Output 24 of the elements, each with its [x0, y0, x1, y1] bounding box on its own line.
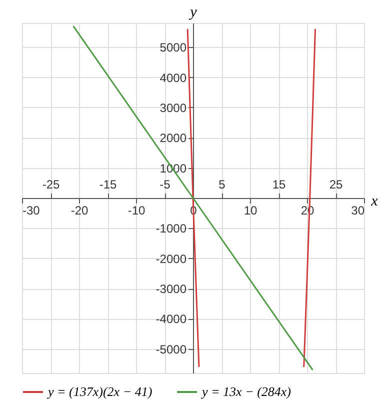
x2-tick-label: 15 — [272, 178, 286, 192]
x2-tick-label: -15 — [99, 178, 117, 192]
y-tick-label: -2000 — [156, 252, 187, 266]
y-tick-label: -1000 — [156, 222, 187, 236]
x2-tick-label: 5 — [218, 178, 226, 192]
x-tick-label: 10 — [244, 204, 258, 218]
y-tick-label: -3000 — [156, 282, 187, 296]
x2-tick-label: -25 — [42, 178, 60, 192]
y-tick-label: -4000 — [156, 312, 187, 326]
x2-tick-label: 25 — [329, 178, 343, 192]
y-tick-label: 4000 — [160, 70, 187, 85]
x-tick-label: -30 — [22, 204, 40, 218]
x-tick-label: -20 — [70, 204, 88, 218]
x-axis-title: x — [370, 194, 378, 210]
y-axis-title: y — [188, 4, 198, 20]
legend-label: y = (137x)(2x − 41) — [46, 384, 152, 399]
legend-label: y = 13x − (284x) — [200, 384, 292, 399]
x-tick-label: 30 — [351, 204, 365, 218]
y-tick-label: 3000 — [160, 100, 187, 115]
x-tick-label: -10 — [128, 204, 146, 218]
x2-tick-label: -5 — [160, 178, 171, 192]
y-tick-label: 2000 — [160, 131, 187, 146]
y-tick-label: 5000 — [160, 40, 187, 55]
y-tick-label: -5000 — [156, 342, 187, 356]
